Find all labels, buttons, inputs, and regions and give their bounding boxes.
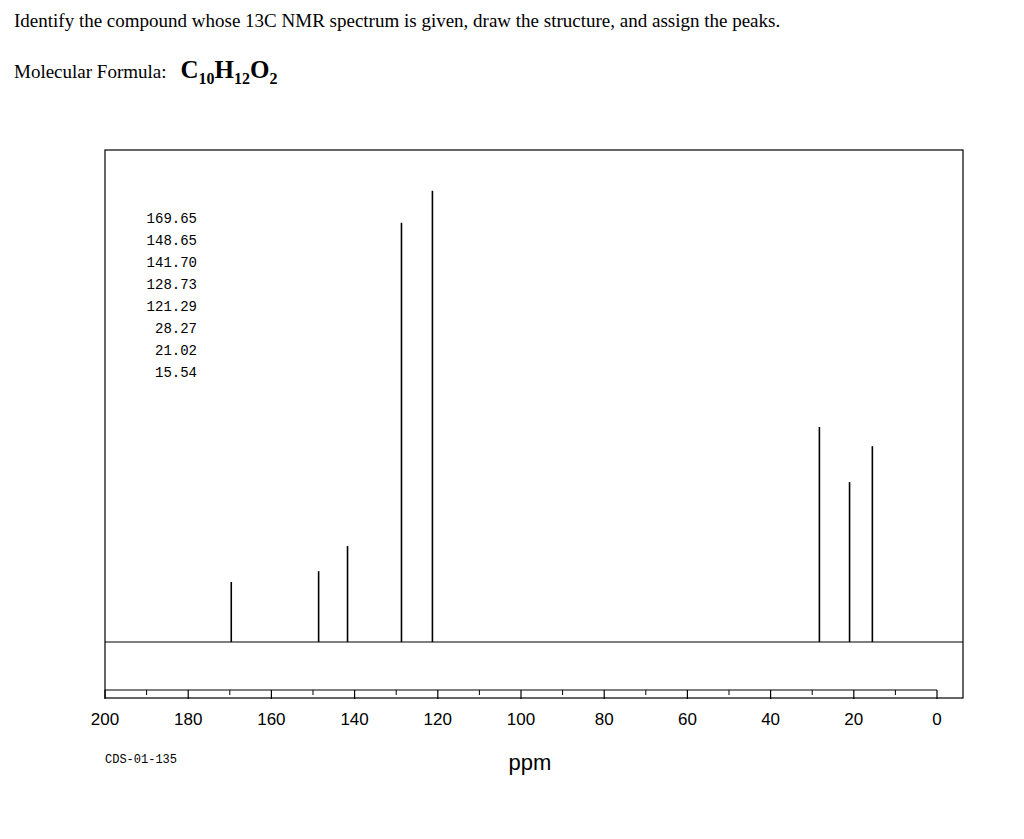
peak [849,482,851,642]
minor-tick [645,690,646,695]
x-tick-label: 40 [761,710,780,729]
x-tick-label: 140 [340,710,368,729]
peak-list-item: 21.02 [155,343,197,359]
formula-label: Molecular Formula: [14,61,167,82]
formula-line: Molecular Formula: C10H12O2 [14,56,277,88]
x-tick [604,690,605,699]
peak-list-item: 15.54 [155,365,197,381]
peak [819,427,821,642]
x-tick-label: 60 [678,710,697,729]
peak [347,546,349,642]
x-tick [104,690,105,699]
x-tick [271,690,272,699]
peak [401,223,403,642]
peaks [231,191,872,642]
peak-list-item: 148.65 [147,233,197,249]
x-tick [770,690,771,699]
x-tick-label: 0 [932,710,941,729]
chart: 200180160140120100806040200169.65148.651… [0,0,1024,839]
peak [230,582,232,642]
x-tick-label: 80 [595,710,614,729]
minor-tick [729,690,730,695]
peak-list-item: 141.70 [147,255,197,271]
minor-tick [146,690,147,695]
minor-tick [313,690,314,695]
x-tick-label: 180 [174,710,202,729]
x-tick [936,690,937,699]
peak-list-item: 169.65 [147,211,197,227]
x-tick [853,690,854,699]
minor-tick [812,690,813,695]
peak [432,191,434,642]
x-tick [520,690,521,699]
x-axis-label: ppm [509,750,552,775]
x-tick [188,690,189,699]
x-tick-label: 20 [844,710,863,729]
minor-tick [562,690,563,695]
formula: C10H12O2 [181,56,278,83]
peak [318,571,320,642]
x-tick-label: 160 [257,710,285,729]
x-tick-label: 120 [424,710,452,729]
x-tick [354,690,355,699]
annotation: CDS-01-135 [105,753,177,767]
question: Identify the compound whose 13C NMR spec… [14,10,780,32]
peak [872,446,874,642]
x-tick [437,690,438,699]
frame [105,150,963,698]
minor-tick [396,690,397,695]
x-tick-label: 200 [91,710,119,729]
baseline [105,641,963,642]
x-tick-label: 100 [507,710,535,729]
peak-list-item: 28.27 [155,321,197,337]
peak-list-item: 128.73 [147,277,197,293]
minor-tick [479,690,480,695]
x-tick [687,690,688,699]
minor-tick [895,690,896,695]
peak-list-item: 121.29 [147,299,197,315]
minor-tick [229,690,230,695]
